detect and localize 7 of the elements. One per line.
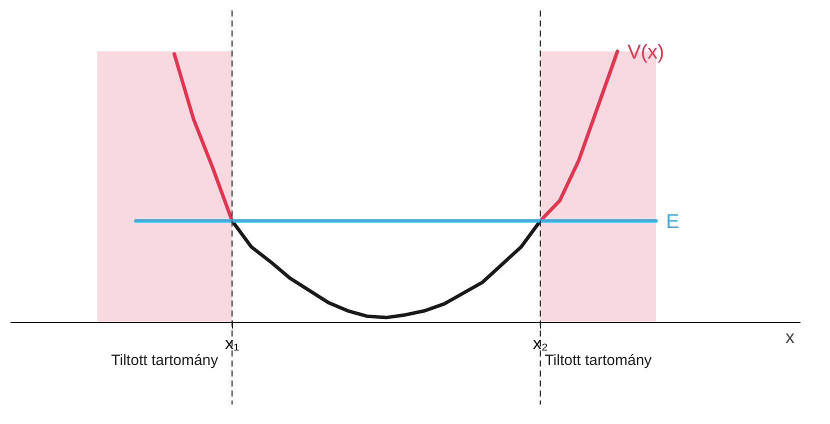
series-label: V(x) — [627, 41, 664, 64]
x-tick-label: x₂ — [532, 334, 548, 353]
series-label: E — [666, 210, 680, 233]
series-label: Tiltott tartomány — [111, 352, 219, 370]
series-label: Tiltott tartomány — [544, 352, 652, 370]
x-axis-title: x — [786, 326, 794, 347]
x-tick-label: x₁ — [224, 334, 240, 353]
